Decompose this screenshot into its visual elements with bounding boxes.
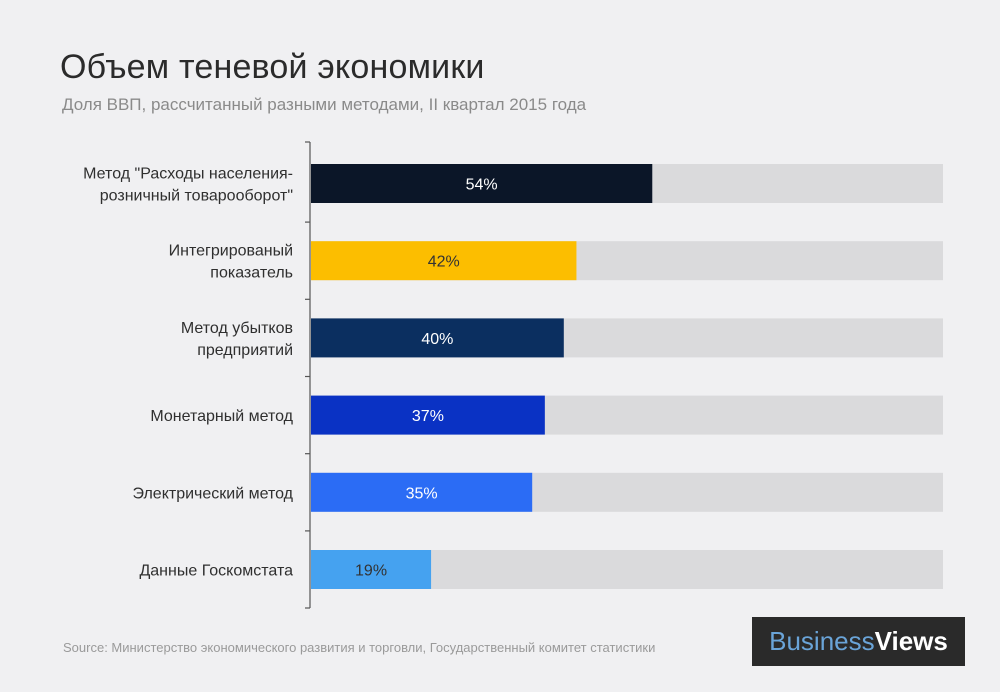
- category-label: Метод убытков: [181, 320, 293, 337]
- brand-logo-part2: Views: [874, 626, 948, 656]
- chart-title: Объем теневой экономики: [60, 48, 485, 86]
- value-label: 54%: [466, 177, 498, 194]
- category-label: предприятий: [197, 342, 293, 359]
- category-label: показатель: [210, 265, 293, 282]
- category-label: Монетарный метод: [150, 408, 293, 425]
- value-label: 42%: [428, 254, 460, 271]
- value-label: 19%: [355, 563, 387, 580]
- bar: [311, 550, 432, 589]
- bar: [311, 164, 653, 203]
- bar: [311, 318, 564, 358]
- value-label: 37%: [412, 408, 444, 425]
- chart-subtitle: Доля ВВП, рассчитанный разными методами,…: [62, 95, 587, 114]
- bar: [311, 472, 533, 512]
- bar: [311, 241, 577, 281]
- category-label: Интегрированый: [169, 243, 293, 260]
- brand-logo-part1: Business: [769, 626, 875, 656]
- category-label: Данные Госкомстата: [139, 563, 293, 580]
- category-label: розничный товарооборот": [100, 188, 293, 205]
- value-label: 35%: [406, 485, 438, 502]
- category-label: Электрический метод: [133, 485, 294, 502]
- brand-logo: Business Views: [752, 617, 965, 666]
- value-label: 40%: [421, 331, 453, 348]
- source-note: Source: Министерство экономического разв…: [63, 640, 656, 655]
- category-label: Метод "Расходы населения-: [83, 166, 293, 183]
- bar: [311, 395, 545, 435]
